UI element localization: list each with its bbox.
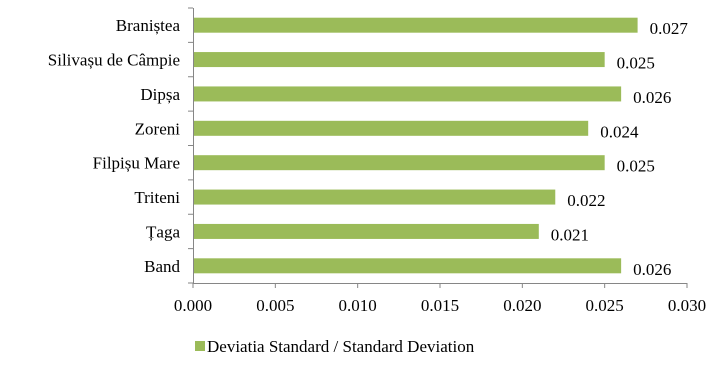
x-tick-label: 0.030 [668,296,706,315]
bar [193,86,622,102]
x-tick-label: 0.025 [586,296,624,315]
bar [193,155,605,171]
data-label: 0.026 [633,260,671,279]
category-label: Triteni [134,188,180,207]
bar [193,17,638,33]
x-tick-label: 0.010 [339,296,377,315]
labels-group: Braniștea 0.027 Silivașu de Câmpie 0.025 Dip… [48,16,689,279]
bar [193,258,622,274]
legend: Deviatia Standard / Standard Deviation [195,337,475,356]
legend-swatch [195,341,205,351]
x-tick-label: 0.020 [503,296,541,315]
bar [193,223,539,239]
x-tick-label: 0.005 [256,296,294,315]
category-label: Țaga [146,222,180,241]
category-label: Filpișu Mare [93,154,180,173]
data-label: 0.021 [551,225,589,244]
category-label: Band [144,257,180,276]
data-label: 0.026 [633,88,671,107]
category-label: Dipșa [140,85,180,104]
bar [193,189,556,205]
data-label: 0.027 [650,19,689,38]
axes-group: 0.000 0.005 0.010 0.015 0.020 0.025 0.030 [174,7,706,315]
x-tick-label: 0.015 [421,296,459,315]
category-label: Zoreni [135,119,181,138]
data-label: 0.024 [600,122,639,141]
bar [193,120,589,136]
category-label: Silivașu de Câmpie [48,51,180,70]
x-tick-label: 0.000 [174,296,212,315]
bars-group [193,17,638,274]
category-label: Braniștea [116,16,181,35]
data-label: 0.022 [567,191,605,210]
bar [193,52,605,68]
data-label: 0.025 [617,157,655,176]
legend-label: Deviatia Standard / Standard Deviation [207,337,475,356]
data-label: 0.025 [617,54,655,73]
